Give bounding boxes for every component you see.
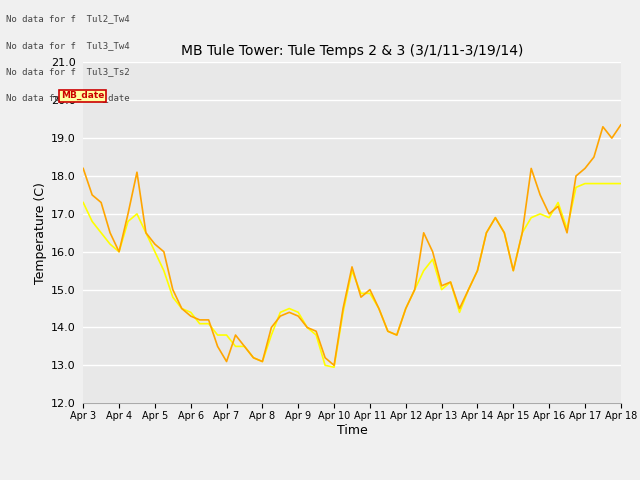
Tul2_Ts-8 [330,364,338,370]
X-axis label: Time: Time [337,424,367,437]
Text: No data for f  Tul3_Tw4: No data for f Tul3_Tw4 [6,41,130,50]
Text: No data for f  Tul3_Ts2: No data for f Tul3_Ts2 [6,67,130,76]
Tul2_Ts-2 [187,313,195,319]
Tul2_Ts-2 [268,324,275,330]
Tul2_Ts-8 [375,306,383,312]
Title: MB Tule Tower: Tule Temps 2 & 3 (3/1/11-3/19/14): MB Tule Tower: Tule Temps 2 & 3 (3/1/11-… [181,45,523,59]
Tul2_Ts-8 [617,180,625,186]
Tul2_Ts-2 [79,166,87,171]
Tul2_Ts-2 [617,122,625,128]
Tul2_Ts-2 [411,287,419,292]
Tul2_Ts-8 [554,200,562,205]
Text: No data for f  LMB_date: No data for f LMB_date [6,94,130,103]
Tul2_Ts-2 [375,306,383,312]
Tul2_Ts-8 [581,180,589,186]
Legend: Tul2_Ts-2, Tul2_Ts-8: Tul2_Ts-2, Tul2_Ts-8 [250,477,454,480]
Tul2_Ts-2 [205,317,212,323]
Text: No data for f  Tul2_Tw4: No data for f Tul2_Tw4 [6,14,130,24]
Tul2_Ts-2 [330,362,338,368]
Line: Tul2_Ts-8: Tul2_Ts-8 [83,183,621,367]
Tul2_Ts-2 [554,204,562,209]
Tul2_Ts-8 [268,332,275,338]
Tul2_Ts-8 [411,287,419,292]
Line: Tul2_Ts-2: Tul2_Ts-2 [83,125,621,365]
Tul2_Ts-8 [187,310,195,315]
Text: MB_date: MB_date [61,91,104,100]
Tul2_Ts-8 [205,321,212,326]
Tul2_Ts-8 [79,200,87,205]
Y-axis label: Temperature (C): Temperature (C) [34,182,47,284]
